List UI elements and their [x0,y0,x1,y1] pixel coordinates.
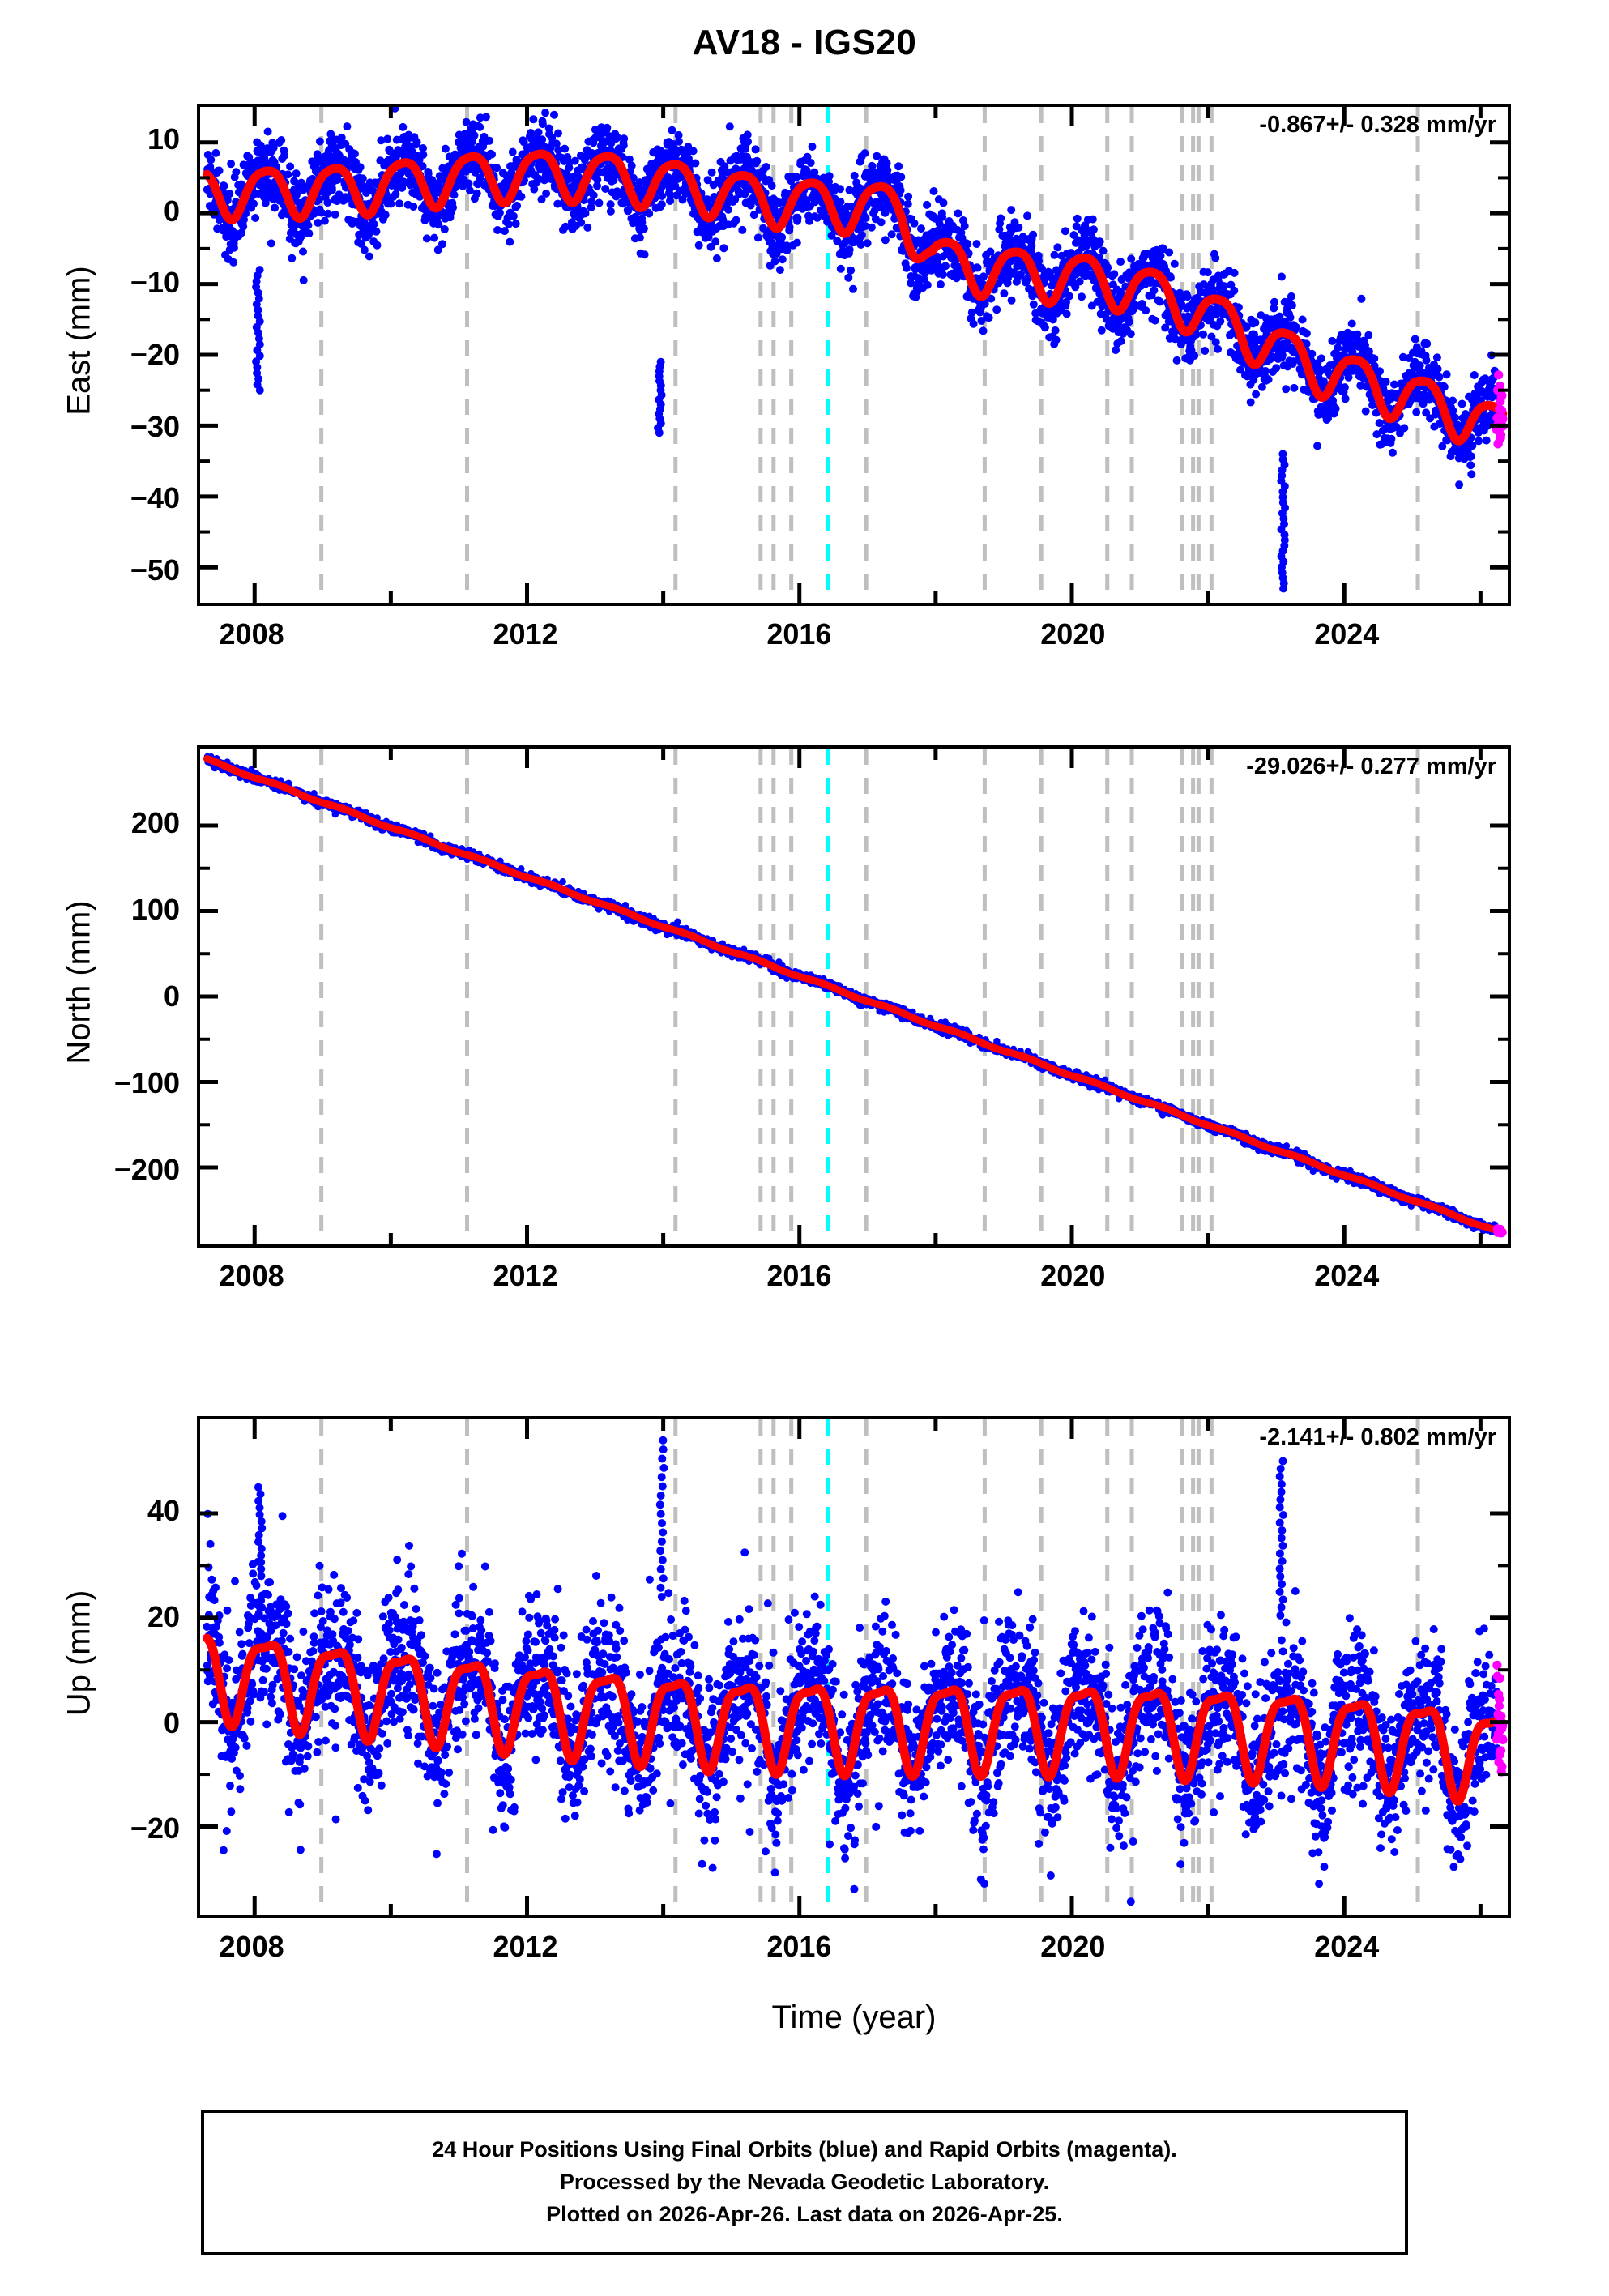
up-rate-label: -2.141+/- 0.802 mm/yr [1259,1424,1496,1450]
xtick-label: 2012 [493,1930,558,1963]
caption-line-2: Processed by the Nevada Geodetic Laborat… [559,2169,1050,2194]
caption-line-1: 24 Hour Positions Using Final Orbits (bl… [432,2137,1177,2162]
caption-line-3: Plotted on 2026-Apr-26. Last data on 202… [546,2201,1063,2226]
xtick-label: 2016 [766,1259,832,1292]
ytick-label: 20 [147,1600,180,1633]
xtick-label: 2008 [219,1930,284,1963]
ytick-label: 200 [130,806,180,840]
panel-up: -2.141+/- 0.802 mm/yr [197,1416,1511,1918]
xtick-label: 2016 [766,617,832,651]
north-ytick-labels: 200 100 0 −100 −200 [0,745,180,1248]
x-axis-title: Time (year) [771,1999,937,2035]
ytick-label: −30 [130,409,180,443]
ytick-label: 100 [130,893,180,927]
up-plot-area [200,1419,1508,1915]
xtick-label: 2020 [1040,1930,1106,1963]
north-rate-label: -29.026+/- 0.277 mm/yr [1246,753,1496,779]
ytick-label: −100 [113,1065,180,1099]
ytick-label: 0 [163,1705,180,1739]
ytick-label: 0 [163,979,180,1013]
east-plot-area [200,107,1508,603]
xtick-label: 2020 [1040,1259,1106,1292]
north-plot-area [200,749,1508,1244]
ytick-label: −10 [130,266,180,300]
xtick-label: 2024 [1314,1259,1380,1292]
ytick-label: 40 [147,1494,180,1528]
ytick-label: −20 [130,338,180,371]
xtick-label: 2008 [219,1259,284,1292]
figure-title: AV18 - IGS20 [692,23,917,62]
ytick-label: −20 [130,1812,180,1846]
ytick-label: −40 [130,481,180,515]
xtick-label: 2016 [766,1930,832,1963]
caption-box: 24 Hour Positions Using Final Orbits (bl… [201,2110,1408,2255]
up-xtick-labels: 2008 2012 2016 2020 2024 [197,1930,1511,1970]
east-rate-label: -0.867+/- 0.328 mm/yr [1259,112,1496,138]
panel-north: -29.026+/- 0.277 mm/yr [197,745,1511,1248]
xtick-label: 2012 [493,617,558,651]
up-ytick-labels: 40 20 0 −20 [0,1416,180,1918]
ytick-label: −200 [113,1152,180,1186]
east-ytick-labels: 10 0 −10 −20 −30 −40 −50 [0,104,180,606]
ytick-label: 10 [147,122,180,156]
north-xtick-labels: 2008 2012 2016 2020 2024 [197,1259,1511,1300]
xtick-label: 2020 [1040,617,1106,651]
panel-east: -0.867+/- 0.328 mm/yr [197,104,1511,606]
east-xtick-labels: 2008 2012 2016 2020 2024 [197,617,1511,658]
ytick-label: 0 [163,194,180,228]
xtick-label: 2024 [1314,617,1380,651]
xtick-label: 2008 [219,617,284,651]
ytick-label: −50 [130,553,180,587]
xtick-label: 2024 [1314,1930,1380,1963]
xtick-label: 2012 [493,1259,558,1292]
